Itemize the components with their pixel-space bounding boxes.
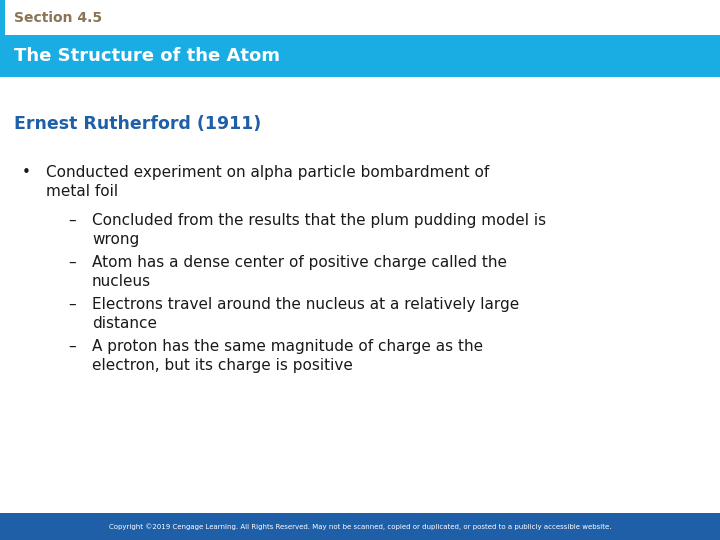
Text: distance: distance (92, 316, 157, 331)
Text: electron, but its charge is positive: electron, but its charge is positive (92, 358, 353, 373)
Text: Concluded from the results that the plum pudding model is: Concluded from the results that the plum… (92, 213, 546, 228)
Text: –: – (68, 255, 76, 270)
Text: Electrons travel around the nucleus at a relatively large: Electrons travel around the nucleus at a… (92, 297, 519, 312)
Bar (0, 0, 720, 35)
Bar (0, 513, 720, 540)
Text: nucleus: nucleus (92, 274, 151, 289)
Text: Atom has a dense center of positive charge called the: Atom has a dense center of positive char… (92, 255, 507, 270)
Text: •: • (22, 165, 31, 180)
Text: Conducted experiment on alpha particle bombardment of: Conducted experiment on alpha particle b… (46, 165, 490, 180)
Text: Section 4.5: Section 4.5 (14, 10, 102, 24)
Bar (0, 0, 5, 35)
Text: wrong: wrong (92, 232, 139, 247)
Text: Ernest Rutherford (1911): Ernest Rutherford (1911) (14, 115, 261, 133)
Text: –: – (68, 297, 76, 312)
Text: The Structure of the Atom: The Structure of the Atom (14, 47, 280, 65)
Text: –: – (68, 213, 76, 228)
Bar (0, 35, 720, 77)
Text: –: – (68, 339, 76, 354)
Text: Copyright ©2019 Cengage Learning. All Rights Reserved. May not be scanned, copie: Copyright ©2019 Cengage Learning. All Ri… (109, 523, 611, 530)
Text: metal foil: metal foil (46, 184, 118, 199)
Text: A proton has the same magnitude of charge as the: A proton has the same magnitude of charg… (92, 339, 483, 354)
